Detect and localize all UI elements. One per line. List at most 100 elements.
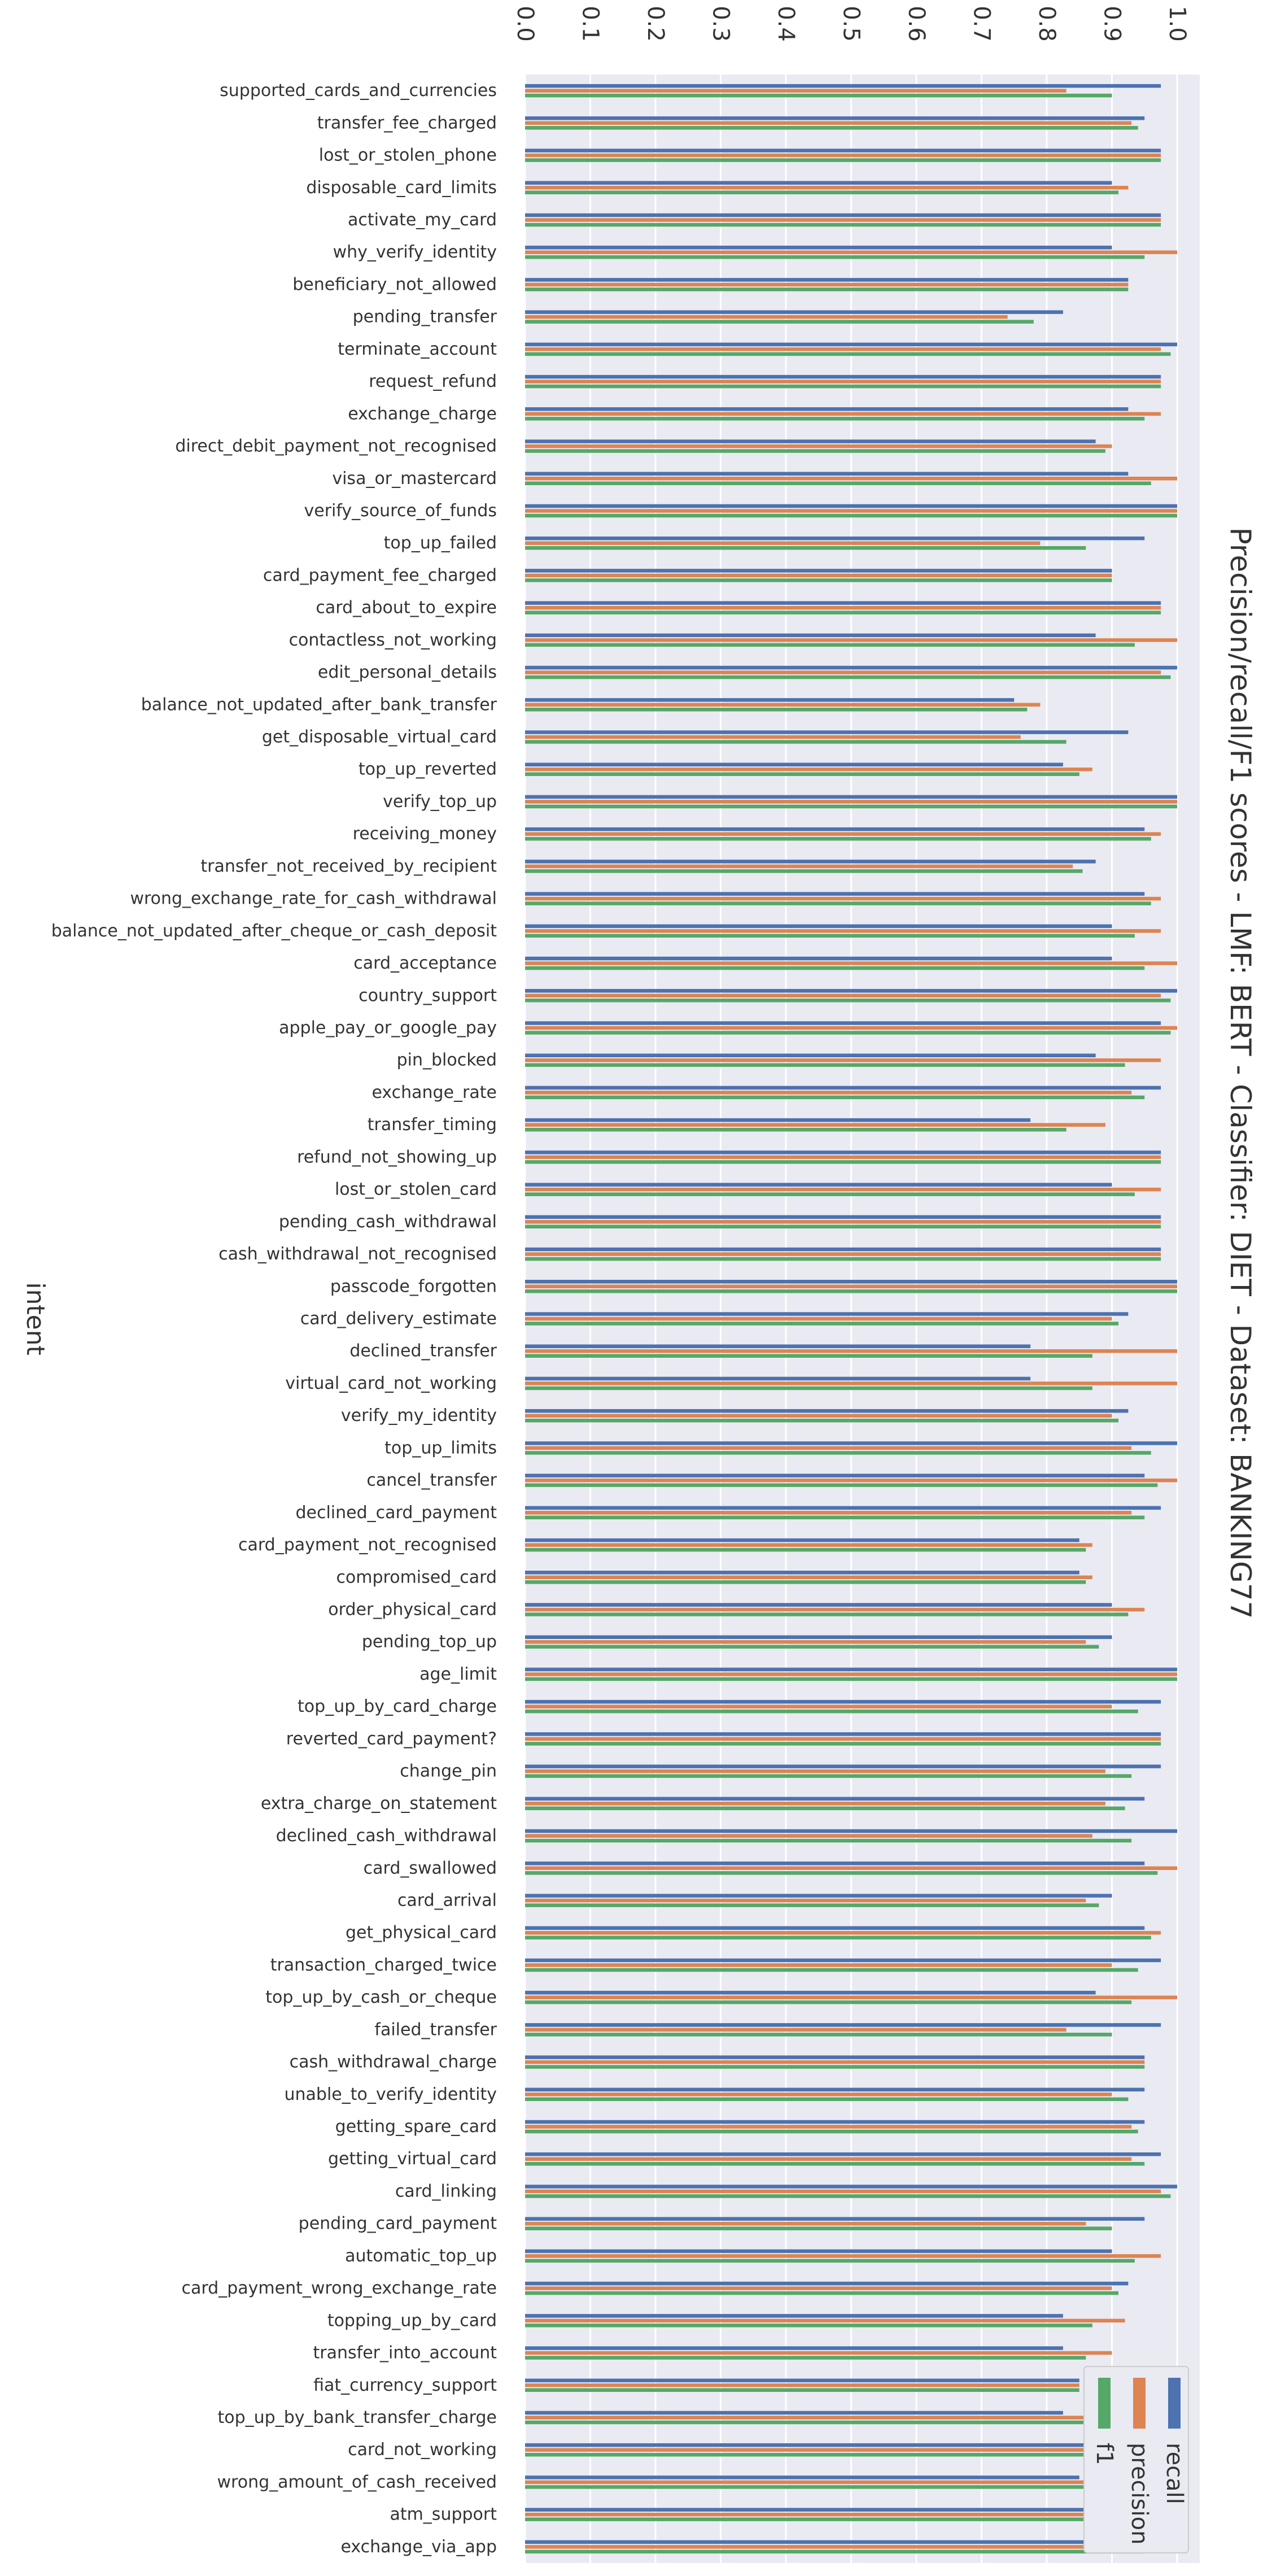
category-label: cancel_transfer — [366, 1471, 497, 1490]
category-label: age_limit — [419, 1664, 497, 1684]
bar-recall — [525, 1894, 1112, 1898]
legend-swatch-f1 — [1098, 2378, 1111, 2429]
bar-f1 — [525, 1192, 1135, 1196]
bar-f1 — [525, 1160, 1161, 1164]
bar-f1 — [525, 1257, 1161, 1261]
x-tick-label: 0.6 — [903, 6, 929, 42]
category-label: apple_pay_or_google_pay — [279, 1018, 497, 1038]
bar-recall — [525, 1635, 1112, 1639]
category-label: failed_transfer — [374, 2020, 497, 2039]
bar-f1 — [525, 1354, 1092, 1358]
bar-f1 — [525, 1936, 1151, 1939]
bar-precision — [525, 1995, 1177, 1999]
category-label: top_up_limits — [384, 1438, 497, 1458]
bar-recall — [525, 2411, 1063, 2415]
bar-precision — [525, 573, 1112, 578]
bar-f1 — [525, 1871, 1158, 1875]
bar-recall — [525, 1603, 1112, 1607]
bar-precision — [525, 541, 1041, 545]
chart-title: Precision/recall/F1 scores - LMF: BERT -… — [1224, 528, 1257, 1619]
bar-precision — [525, 2093, 1112, 2096]
bar-precision — [525, 605, 1161, 610]
bar-f1 — [525, 740, 1066, 744]
x-tick-label: 0.3 — [708, 6, 734, 42]
bar-f1 — [525, 578, 1112, 582]
category-label: unable_to_verify_identity — [285, 2085, 497, 2104]
bar-recall — [525, 2346, 1063, 2350]
bar-recall — [525, 1053, 1096, 1057]
category-label: transfer_timing — [368, 1115, 497, 1135]
bar-f1 — [525, 2452, 1125, 2457]
bar-recall — [525, 2249, 1112, 2254]
category-label: top_up_by_bank_transfer_charge — [217, 2408, 497, 2427]
category-label: compromised_card — [336, 1567, 497, 1587]
category-label: edit_personal_details — [318, 662, 497, 682]
bar-f1 — [525, 1386, 1092, 1391]
bar-f1 — [525, 2226, 1112, 2230]
bar-f1 — [525, 2549, 1145, 2554]
bar-f1 — [525, 643, 1135, 647]
category-label: why_verify_identity — [333, 242, 497, 262]
category-label: atm_support — [390, 2505, 497, 2525]
bar-recall — [525, 1958, 1161, 1963]
bar-precision — [525, 1866, 1177, 1871]
bar-precision — [525, 2318, 1125, 2323]
category-label: activate_my_card — [348, 210, 497, 230]
bar-f1 — [525, 1806, 1125, 1811]
bar-recall — [525, 407, 1129, 411]
bar-precision — [525, 1381, 1177, 1385]
bar-precision — [525, 1284, 1177, 1289]
bar-f1 — [525, 352, 1171, 356]
bar-recall — [525, 1699, 1161, 1704]
bar-precision — [525, 2157, 1132, 2161]
bar-recall — [525, 601, 1161, 605]
bar-recall — [525, 924, 1112, 929]
category-label: pending_top_up — [362, 1632, 497, 1652]
bar-precision — [525, 2512, 1177, 2517]
y-axis-label: intent — [21, 1282, 50, 1355]
x-tick-label: 0.5 — [838, 6, 864, 42]
bar-f1 — [525, 1515, 1145, 1520]
bar-f1 — [525, 513, 1177, 518]
bars — [525, 84, 1177, 2554]
bar-recall — [525, 1667, 1177, 1672]
category-label: verify_my_identity — [341, 1406, 497, 1426]
bar-recall — [525, 665, 1177, 670]
category-label: lost_or_stolen_phone — [319, 146, 497, 165]
bar-precision — [525, 2189, 1161, 2194]
bar-recall — [525, 1312, 1129, 1316]
x-tick-label: 0.8 — [1034, 6, 1060, 42]
bar-recall — [525, 2508, 1145, 2512]
bar-precision — [525, 1575, 1092, 1580]
bar-f1 — [525, 2000, 1132, 2004]
category-label: supported_cards_and_currencies — [220, 81, 497, 101]
bar-recall — [525, 1990, 1096, 1995]
category-label: extra_charge_on_statement — [261, 1794, 497, 1814]
bar-recall — [525, 1797, 1145, 1801]
bar-recall — [525, 472, 1129, 476]
bar-recall — [525, 827, 1145, 831]
bar-f1 — [525, 772, 1079, 776]
bar-recall — [525, 2152, 1161, 2156]
bar-f1 — [525, 255, 1145, 259]
bar-precision — [525, 735, 1021, 739]
bar-precision — [525, 864, 1073, 869]
x-tick-label: 0.1 — [578, 6, 604, 42]
category-label: exchange_via_app — [340, 2537, 497, 2557]
category-label: reverted_card_payment? — [286, 1729, 497, 1749]
bar-f1 — [525, 2129, 1138, 2134]
legend-swatch-precision — [1133, 2378, 1146, 2429]
bar-recall — [525, 1441, 1177, 1445]
legend-label-recall: recall — [1161, 2443, 1187, 2504]
bar-recall — [525, 795, 1177, 799]
bar-recall — [525, 439, 1096, 443]
bar-precision — [525, 282, 1129, 287]
bar-precision — [525, 1414, 1112, 1418]
category-label: wrong_amount_of_cash_received — [217, 2472, 497, 2492]
bar-f1 — [525, 1063, 1125, 1067]
bar-recall — [525, 1829, 1177, 1833]
bar-recall — [525, 2087, 1145, 2092]
bar-recall — [525, 1086, 1161, 1090]
category-labels: supported_cards_and_currencies transfer_f… — [51, 81, 497, 2557]
